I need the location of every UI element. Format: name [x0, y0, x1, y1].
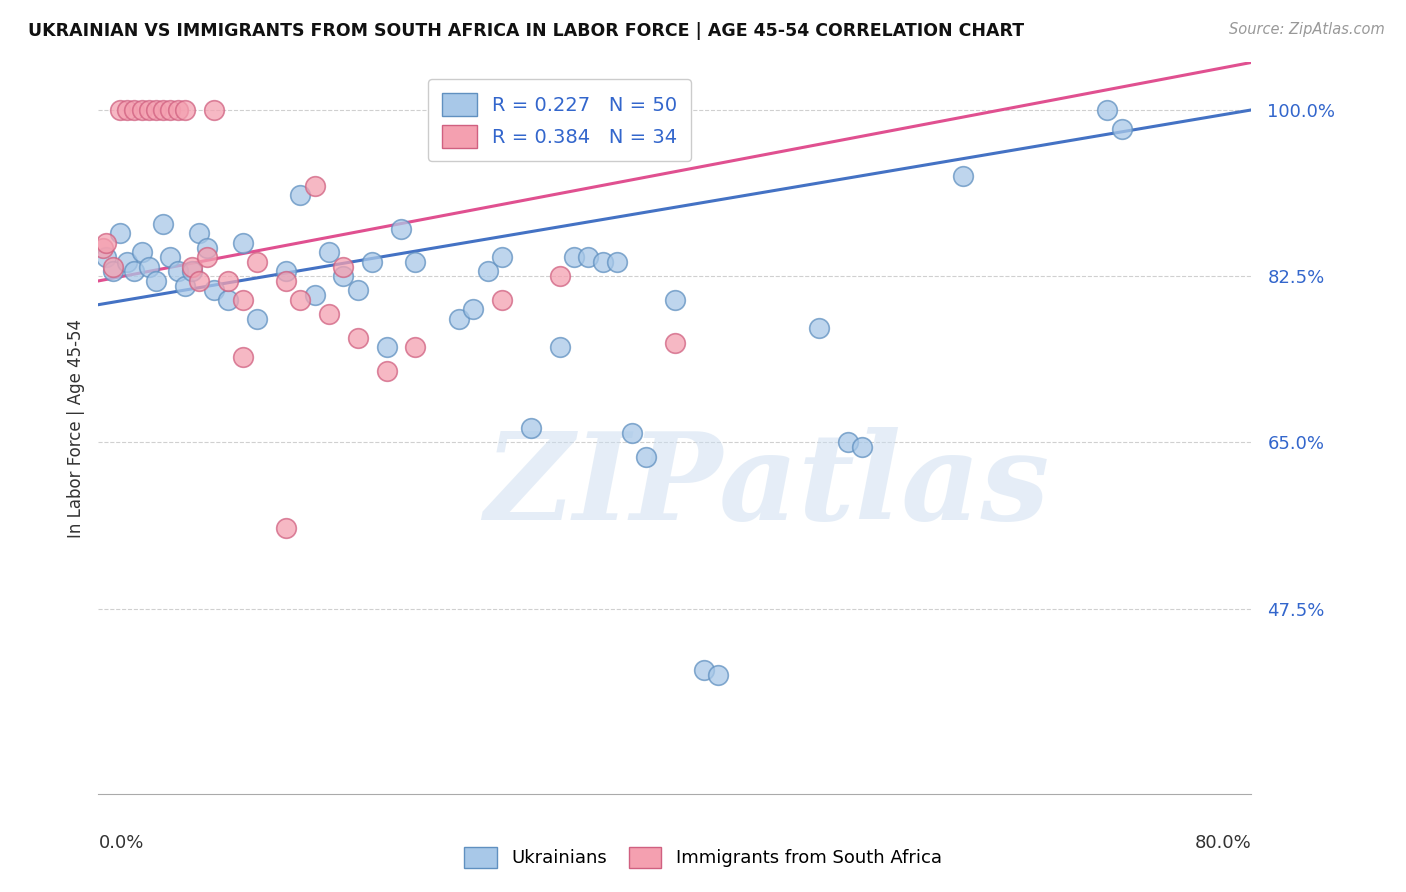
Point: [693, 664, 716, 678]
Point: [181, 260, 204, 274]
Point: [202, 284, 225, 298]
Point: [520, 103, 543, 117]
Point: [152, 103, 174, 117]
Point: [463, 302, 485, 317]
Point: [548, 269, 571, 284]
Text: 0.0%: 0.0%: [98, 834, 143, 852]
Point: [952, 169, 974, 184]
Point: [117, 255, 139, 269]
Point: [361, 255, 384, 269]
Point: [138, 103, 160, 117]
Point: [636, 450, 658, 464]
Point: [188, 274, 211, 288]
Point: [304, 288, 326, 302]
Point: [231, 235, 254, 250]
Point: [1097, 103, 1119, 117]
Point: [562, 250, 585, 264]
Point: [152, 217, 174, 231]
Text: ZIPatlas: ZIPatlas: [485, 427, 1050, 546]
Point: [138, 260, 160, 274]
Point: [274, 274, 297, 288]
Point: [318, 245, 340, 260]
Point: [347, 331, 370, 345]
Text: Source: ZipAtlas.com: Source: ZipAtlas.com: [1229, 22, 1385, 37]
Point: [131, 103, 153, 117]
Point: [94, 250, 117, 264]
Point: [145, 274, 167, 288]
Point: [491, 250, 513, 264]
Point: [231, 350, 254, 364]
Point: [195, 250, 218, 264]
Point: [274, 521, 297, 535]
Point: [447, 312, 470, 326]
Point: [274, 264, 297, 278]
Legend: R = 0.227   N = 50, R = 0.384   N = 34: R = 0.227 N = 50, R = 0.384 N = 34: [429, 79, 690, 161]
Point: [217, 293, 239, 307]
Point: [491, 293, 513, 307]
Point: [347, 284, 370, 298]
Point: [290, 293, 312, 307]
Point: [108, 227, 131, 241]
Point: [174, 278, 197, 293]
Point: [318, 307, 340, 321]
Point: [101, 264, 124, 278]
Text: UKRAINIAN VS IMMIGRANTS FROM SOUTH AFRICA IN LABOR FORCE | AGE 45-54 CORRELATION: UKRAINIAN VS IMMIGRANTS FROM SOUTH AFRIC…: [28, 22, 1024, 40]
Point: [548, 340, 571, 354]
Point: [477, 264, 499, 278]
Point: [159, 250, 181, 264]
Point: [304, 178, 326, 193]
Point: [124, 264, 146, 278]
Point: [108, 103, 131, 117]
Point: [91, 241, 114, 255]
Point: [124, 103, 146, 117]
Point: [808, 321, 831, 335]
Point: [664, 293, 686, 307]
Legend: Ukrainians, Immigrants from South Africa: Ukrainians, Immigrants from South Africa: [454, 836, 952, 879]
Point: [389, 221, 412, 235]
Point: [195, 241, 218, 255]
Point: [707, 668, 730, 682]
Point: [520, 421, 543, 435]
Point: [181, 264, 204, 278]
Point: [405, 340, 427, 354]
Point: [1111, 122, 1133, 136]
Point: [620, 425, 643, 440]
Point: [375, 340, 398, 354]
Point: [94, 235, 117, 250]
Point: [166, 103, 188, 117]
Point: [188, 227, 211, 241]
Point: [145, 103, 167, 117]
Point: [101, 260, 124, 274]
Point: [246, 312, 269, 326]
Point: [174, 103, 197, 117]
Point: [131, 245, 153, 260]
Point: [578, 250, 600, 264]
Point: [332, 260, 354, 274]
Point: [375, 364, 398, 378]
Point: [117, 103, 139, 117]
Point: [231, 293, 254, 307]
Point: [159, 103, 181, 117]
Point: [405, 255, 427, 269]
Point: [217, 274, 239, 288]
Y-axis label: In Labor Force | Age 45-54: In Labor Force | Age 45-54: [66, 318, 84, 538]
Point: [166, 264, 188, 278]
Point: [664, 335, 686, 350]
Point: [592, 255, 614, 269]
Point: [606, 255, 628, 269]
Point: [202, 103, 225, 117]
Point: [837, 435, 859, 450]
Text: 80.0%: 80.0%: [1195, 834, 1251, 852]
Point: [851, 440, 873, 454]
Point: [290, 188, 312, 202]
Point: [246, 255, 269, 269]
Point: [332, 269, 354, 284]
